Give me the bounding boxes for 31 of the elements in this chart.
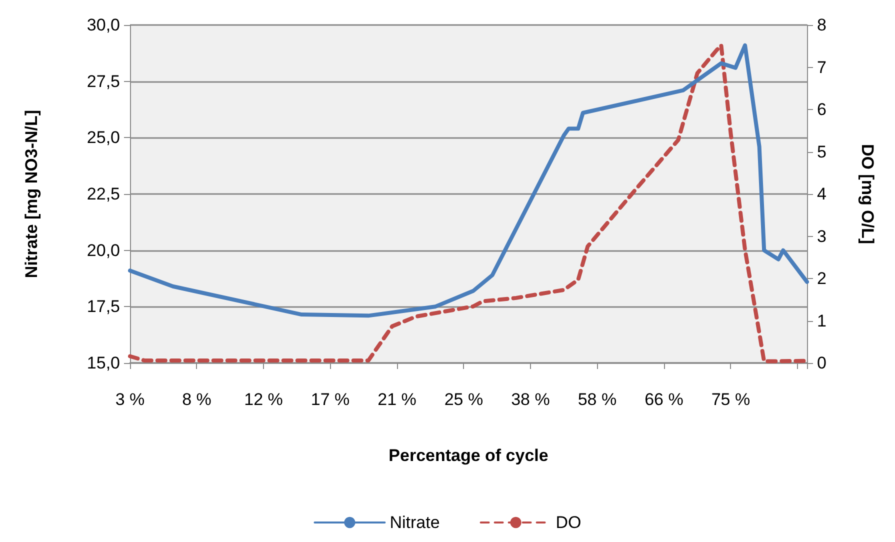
x-tick-label: 12 % (244, 390, 283, 409)
legend-label: Nitrate (390, 513, 440, 532)
y2-tick-label: 0 (817, 354, 826, 372)
x-tick-label: 25 % (444, 390, 484, 409)
legend-label: DO (556, 513, 582, 532)
y-tick-label: 17,5 (86, 297, 120, 316)
x-tick-label: 58 % (578, 390, 617, 409)
x-tick-label: 66 % (644, 390, 684, 409)
y-axis-title: Nitrate [mg NO3-N/L] (22, 110, 41, 278)
y2-tick-label: 7 (817, 58, 826, 77)
y2-tick-label: 6 (817, 100, 826, 119)
y-tick-label: 27,5 (86, 72, 120, 91)
y-tick-label: 25,0 (86, 128, 120, 148)
y2-tick-label: 4 (817, 184, 826, 204)
y2-tick-label: 3 (817, 226, 826, 246)
y-tick-label: 22,5 (86, 184, 120, 204)
y2-tick-label: 2 (817, 269, 826, 288)
x-tick-label: 21 % (378, 390, 416, 409)
y2-axis-title: DO [mg O/L] (858, 144, 877, 244)
y2-tick-label: 5 (817, 142, 826, 162)
x-tick-label: 3 % (115, 390, 145, 409)
x-tick-label: 38 % (511, 390, 550, 409)
y2-tick-label: 8 (817, 16, 826, 34)
y-tick-label: 30,0 (86, 16, 120, 34)
x-tick-label: 17 % (310, 390, 350, 409)
x-tick-label: 75 % (711, 390, 750, 409)
x-axis-title: Percentage of cycle (388, 446, 548, 465)
y2-tick-label: 1 (817, 311, 826, 330)
y-tick-label: 15,0 (86, 354, 120, 372)
y-tick-label: 20,0 (86, 240, 120, 260)
x-tick-label: 8 % (182, 390, 212, 409)
